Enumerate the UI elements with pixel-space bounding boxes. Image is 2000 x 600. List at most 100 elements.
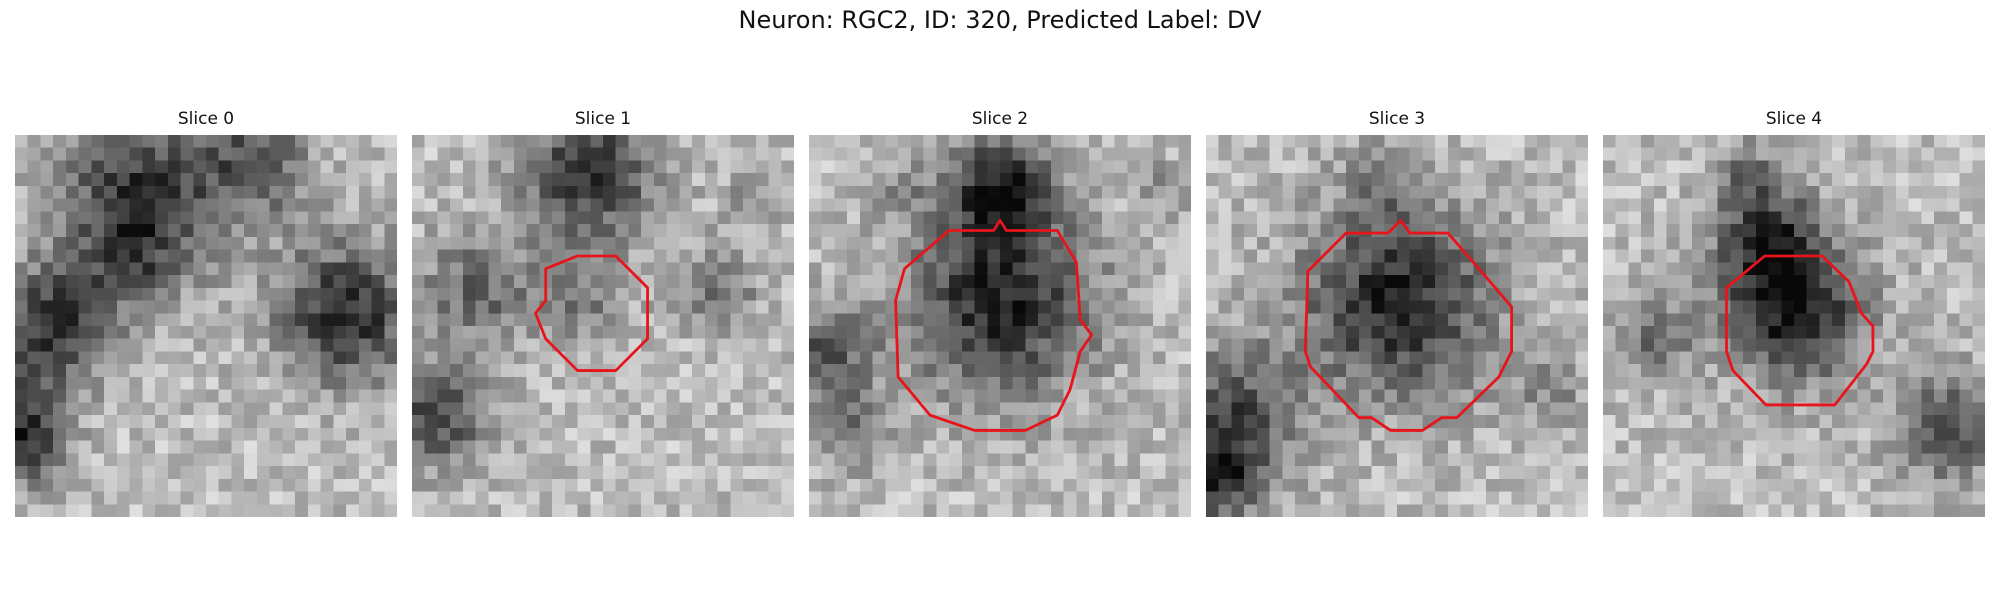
image-pixel — [53, 211, 67, 225]
image-pixel — [1101, 262, 1115, 276]
image-pixel — [91, 313, 105, 327]
image-pixel — [206, 326, 219, 339]
image-pixel — [730, 236, 744, 250]
image-pixel — [91, 466, 105, 480]
image-pixel — [346, 427, 360, 441]
image-pixel — [1025, 287, 1039, 301]
image-pixel — [1972, 160, 1985, 174]
image-pixel — [936, 211, 950, 225]
image-pixel — [1883, 427, 1897, 441]
image-pixel — [1781, 236, 1795, 250]
image-pixel — [539, 211, 553, 225]
image-pixel — [1409, 287, 1423, 301]
image-pixel — [1244, 262, 1258, 276]
image-pixel — [1256, 224, 1270, 238]
image-pixel — [450, 236, 464, 250]
image-pixel — [1435, 376, 1449, 390]
image-pixel — [167, 275, 181, 289]
image-pixel — [27, 376, 41, 390]
image-pixel — [628, 364, 642, 378]
image-pixel — [641, 478, 655, 492]
image-pixel — [1076, 249, 1090, 263]
image-pixel — [666, 224, 680, 238]
image-pixel — [269, 338, 283, 352]
image-pixel — [872, 504, 886, 517]
image-pixel — [437, 338, 451, 352]
image-pixel — [1447, 491, 1461, 505]
image-pixel — [129, 147, 143, 161]
image-pixel — [1206, 287, 1219, 301]
image-pixel — [1679, 440, 1693, 454]
image-pixel — [78, 491, 92, 505]
image-pixel — [704, 275, 718, 289]
image-pixel — [1050, 440, 1064, 454]
image-pixel — [129, 402, 143, 416]
image-pixel — [1038, 135, 1052, 148]
image-pixel — [809, 211, 822, 225]
image-pixel — [384, 351, 397, 365]
image-pixel — [40, 427, 54, 441]
image-pixel — [1819, 491, 1833, 505]
image-pixel — [1908, 313, 1922, 327]
image-pixel — [1549, 504, 1563, 517]
slice-title: Slice 4 — [1765, 109, 1823, 129]
image-pixel — [78, 338, 92, 352]
image-pixel — [1575, 402, 1588, 416]
image-pixel — [1615, 135, 1629, 148]
image-pixel — [1358, 466, 1372, 480]
image-pixel — [501, 185, 515, 199]
image-pixel — [1575, 415, 1588, 429]
image-pixel — [1333, 147, 1347, 161]
image-pixel — [1447, 135, 1461, 148]
image-pixel — [1575, 351, 1588, 365]
image-pixel — [961, 364, 975, 378]
image-pixel — [961, 236, 975, 250]
image-pixel — [1562, 211, 1576, 225]
image-pixel — [1641, 135, 1655, 148]
image-pixel — [1704, 491, 1718, 505]
image-pixel — [513, 440, 527, 454]
image-pixel — [1575, 440, 1588, 454]
image-pixel — [974, 504, 988, 517]
image-pixel — [564, 287, 578, 301]
image-pixel — [307, 389, 321, 403]
image-pixel — [333, 389, 347, 403]
image-pixel — [755, 224, 769, 238]
image-pixel — [78, 173, 92, 187]
image-pixel — [78, 160, 92, 174]
image-pixel — [1641, 326, 1655, 339]
image-pixel — [590, 376, 604, 390]
image-pixel — [1218, 173, 1232, 187]
slice-image-0 — [15, 135, 397, 517]
image-pixel — [307, 338, 321, 352]
image-pixel — [193, 453, 207, 467]
image-pixel — [1692, 376, 1706, 390]
image-pixel — [1397, 287, 1410, 301]
image-pixel — [206, 351, 219, 365]
image-pixel — [1844, 466, 1858, 480]
image-pixel — [1549, 198, 1563, 212]
image-pixel — [346, 198, 360, 212]
image-pixel — [603, 135, 616, 148]
image-pixel — [1473, 491, 1487, 505]
image-pixel — [371, 224, 385, 238]
image-pixel — [231, 453, 245, 467]
image-pixel — [1641, 275, 1655, 289]
image-pixel — [1101, 376, 1115, 390]
image-pixel — [333, 478, 347, 492]
image-pixel — [206, 173, 219, 187]
image-pixel — [923, 364, 937, 378]
image-pixel — [1895, 427, 1909, 441]
image-pixel — [1498, 478, 1512, 492]
image-pixel — [1358, 236, 1372, 250]
image-pixel — [1603, 364, 1616, 378]
image-pixel — [40, 453, 54, 467]
image-pixel — [1346, 415, 1360, 429]
image-pixel — [1231, 453, 1245, 467]
image-pixel — [603, 287, 616, 301]
image-pixel — [1256, 389, 1270, 403]
image-pixel — [1460, 351, 1474, 365]
image-pixel — [603, 160, 616, 174]
image-pixel — [384, 376, 397, 390]
image-pixel — [129, 504, 143, 517]
